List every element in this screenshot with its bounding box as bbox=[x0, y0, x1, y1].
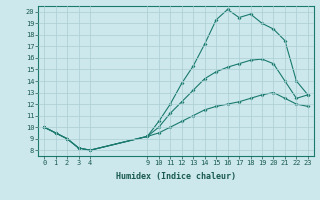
X-axis label: Humidex (Indice chaleur): Humidex (Indice chaleur) bbox=[116, 172, 236, 181]
